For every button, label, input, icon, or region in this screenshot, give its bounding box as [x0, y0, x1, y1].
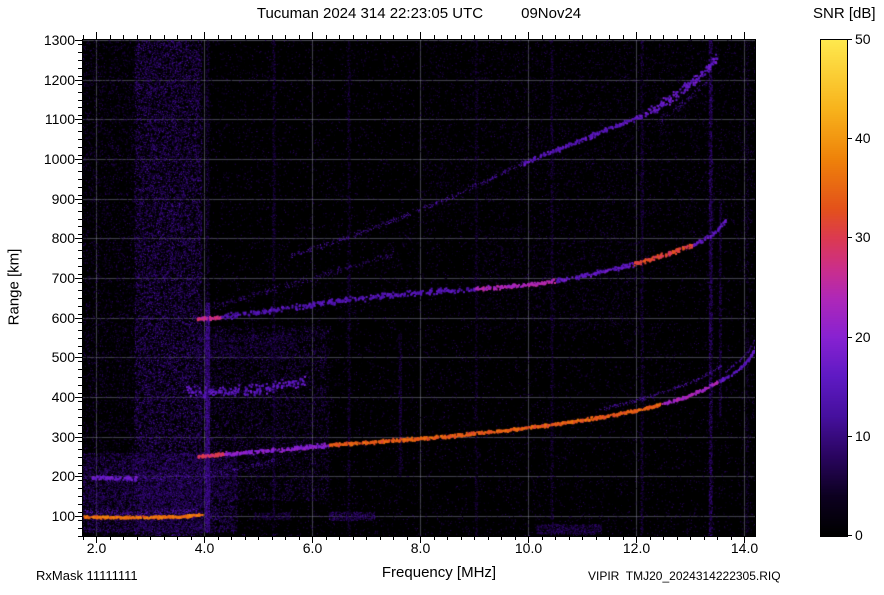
y-tick-label: 200: [51, 467, 75, 484]
colorbar-tick-label: 30: [855, 229, 871, 246]
x-tick-label: 12.0: [622, 540, 651, 556]
colorbar-tick-label: 10: [855, 427, 871, 444]
plot-title-row: Tucuman 2024 314 22:23:05 UTC 09Nov24: [83, 5, 755, 22]
x-tick-label: 8.0: [410, 540, 431, 556]
plot-frame: [82, 39, 756, 537]
plot-title: Tucuman 2024 314 22:23:05 UTC: [256, 5, 484, 22]
colorbar-tick-label: 40: [855, 130, 871, 147]
y-tick-label: 1200: [43, 71, 75, 88]
colorbar-tick-label: 50: [855, 31, 871, 47]
y-tick-label: 100: [51, 507, 75, 524]
file-id-label: VIPIR TMJ20_2024314222305.RIQ: [588, 569, 781, 583]
y-tick-label: 500: [51, 348, 75, 365]
x-tick-label: 14.0: [730, 540, 759, 556]
x-tick-label: 10.0: [514, 540, 543, 556]
colorbar-tick-label: 0: [855, 527, 863, 543]
colorbar-canvas: [821, 40, 847, 536]
y-tick-label: 1300: [43, 31, 75, 48]
ionogram-canvas: [83, 40, 755, 536]
y-tick-label: 600: [51, 309, 75, 326]
x-tick-label: 2.0: [86, 540, 107, 556]
colorbar-title: SNR [dB]: [813, 5, 876, 22]
colorbar: [820, 39, 848, 537]
rxmask-label: RxMask 11111111: [36, 568, 138, 583]
y-tick-label: 900: [51, 190, 75, 207]
colorbar-tick-label: 20: [855, 328, 871, 345]
x-tick-label: 4.0: [194, 540, 215, 556]
y-tick-label: 400: [51, 388, 75, 405]
x-axis-label: Frequency [MHz]: [381, 564, 497, 581]
y-tick-label: 1000: [43, 150, 75, 167]
y-tick-label: 300: [51, 428, 75, 445]
x-tick-label: 6.0: [302, 540, 323, 556]
y-axis-label: Range [km]: [5, 248, 23, 326]
plot-date: 09Nov24: [521, 5, 582, 22]
y-tick-label: 1100: [44, 110, 75, 127]
y-tick-label: 700: [51, 269, 75, 286]
y-tick-label: 800: [51, 229, 75, 246]
